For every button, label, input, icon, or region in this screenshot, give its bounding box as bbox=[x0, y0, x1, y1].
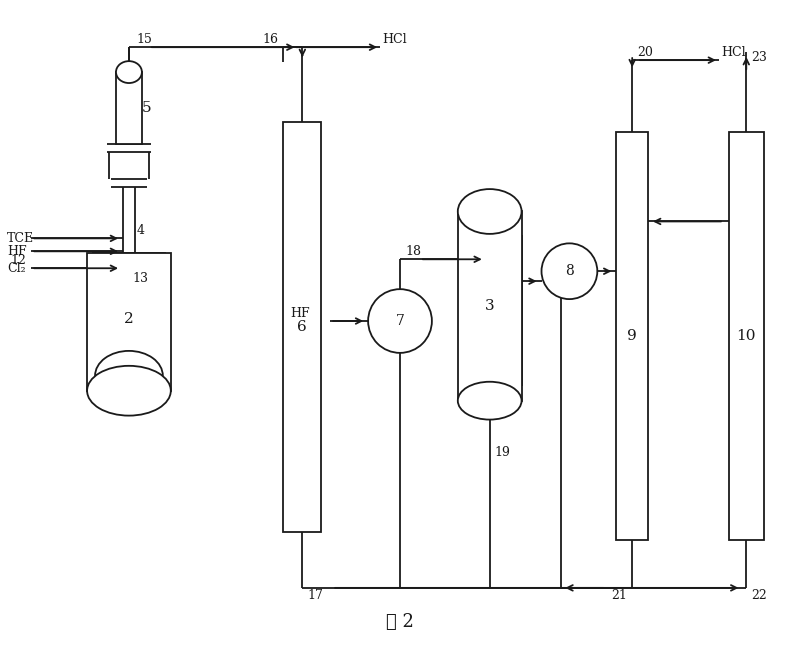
Text: 23: 23 bbox=[751, 51, 767, 64]
Bar bbox=[458, 212, 522, 400]
Bar bbox=[95, 261, 163, 376]
Text: 8: 8 bbox=[565, 264, 574, 278]
Text: 13: 13 bbox=[133, 271, 149, 284]
Text: 5: 5 bbox=[142, 101, 152, 115]
Text: 21: 21 bbox=[611, 589, 627, 602]
Text: 17: 17 bbox=[307, 589, 323, 602]
Text: 19: 19 bbox=[494, 446, 510, 459]
Text: 15: 15 bbox=[137, 33, 153, 46]
Bar bbox=[87, 253, 170, 391]
Ellipse shape bbox=[95, 351, 163, 400]
Text: 12: 12 bbox=[10, 254, 26, 267]
Bar bbox=[616, 132, 648, 540]
Circle shape bbox=[542, 243, 598, 299]
Text: 7: 7 bbox=[395, 314, 405, 328]
Bar bbox=[116, 72, 142, 144]
Text: 图 2: 图 2 bbox=[386, 613, 414, 631]
Text: 18: 18 bbox=[405, 245, 421, 258]
Text: 22: 22 bbox=[751, 589, 767, 602]
Text: 10: 10 bbox=[737, 329, 756, 343]
Text: HCl: HCl bbox=[721, 46, 746, 59]
Bar bbox=[283, 122, 322, 532]
Text: HF: HF bbox=[290, 307, 310, 320]
Text: 2: 2 bbox=[124, 312, 134, 326]
Ellipse shape bbox=[458, 381, 522, 420]
Text: 6: 6 bbox=[298, 320, 307, 334]
Ellipse shape bbox=[87, 366, 170, 415]
Text: Cl₂: Cl₂ bbox=[7, 262, 26, 275]
Circle shape bbox=[368, 289, 432, 353]
Ellipse shape bbox=[116, 61, 142, 83]
Text: TCE: TCE bbox=[7, 232, 34, 245]
Text: HF: HF bbox=[7, 245, 27, 258]
Text: 9: 9 bbox=[627, 329, 637, 343]
Ellipse shape bbox=[458, 189, 522, 234]
Text: 16: 16 bbox=[262, 33, 278, 46]
Text: 4: 4 bbox=[137, 224, 145, 237]
Text: 3: 3 bbox=[485, 299, 494, 313]
Text: 20: 20 bbox=[637, 46, 653, 59]
Bar bbox=[729, 132, 764, 540]
Text: HCl: HCl bbox=[382, 33, 406, 46]
